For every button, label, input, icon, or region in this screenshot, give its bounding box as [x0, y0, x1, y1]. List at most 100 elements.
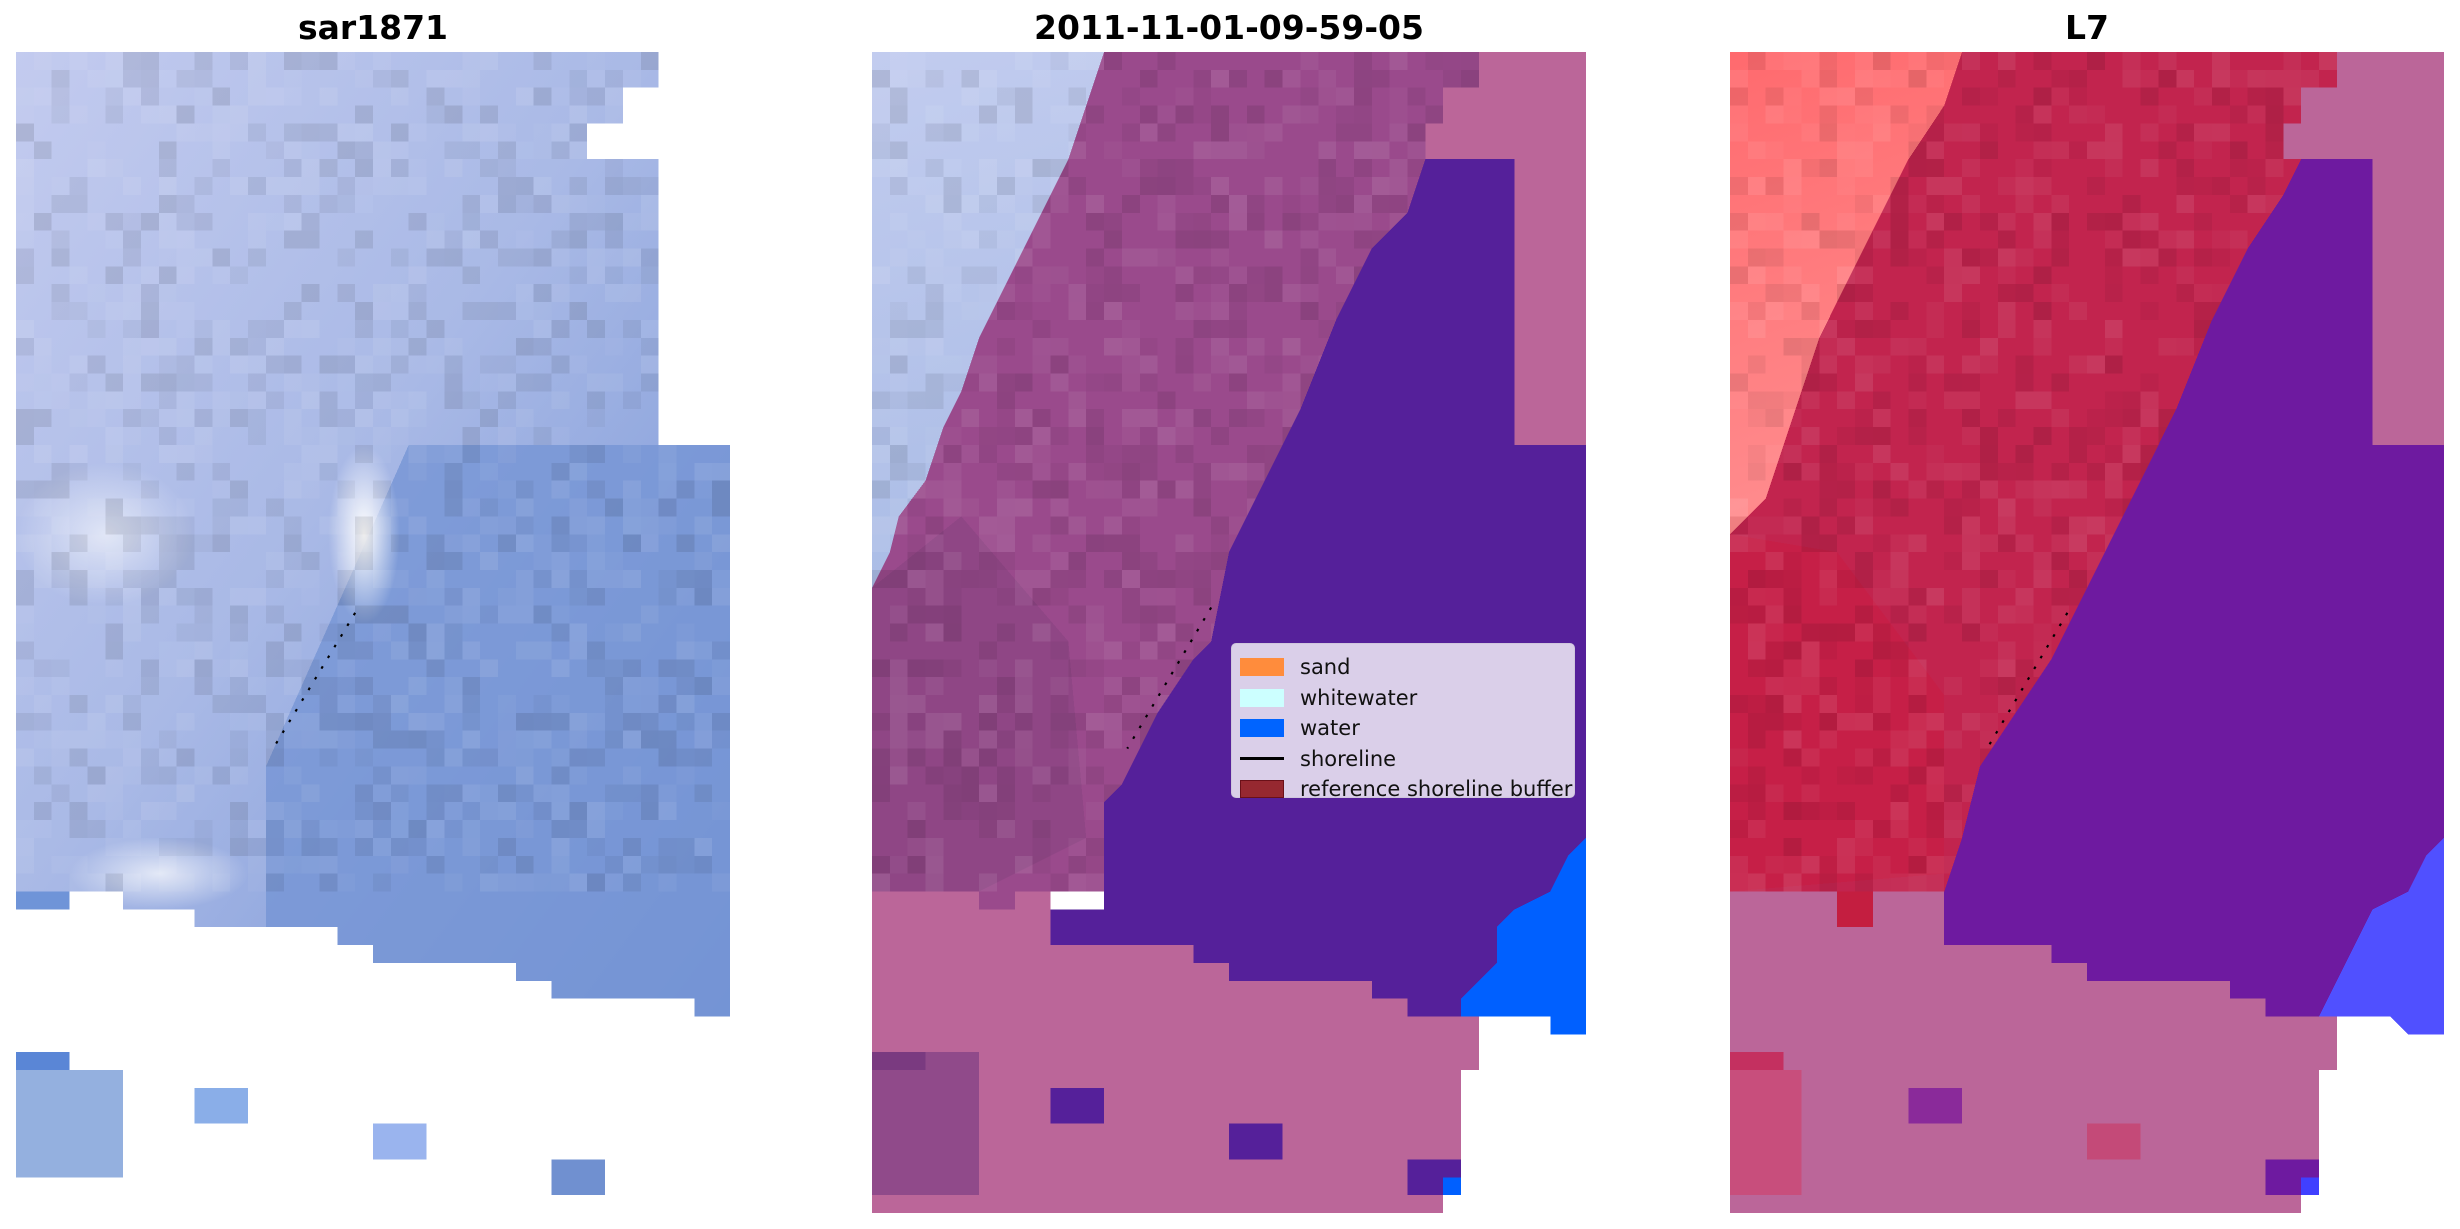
pixel [2033, 52, 2052, 70]
pixel [265, 802, 284, 821]
pixel [1944, 373, 1963, 392]
pixel [640, 194, 659, 213]
pixel [2140, 266, 2159, 285]
pixel [1086, 856, 1104, 874]
pixel [33, 52, 52, 70]
pixel [1121, 498, 1140, 517]
pixel [1890, 212, 1909, 231]
pixel [2104, 284, 2123, 303]
pixel [1908, 534, 1927, 553]
pixel [426, 748, 445, 767]
pixel [16, 712, 34, 731]
pixel [462, 820, 481, 838]
pixel [301, 855, 320, 874]
pixel [907, 319, 926, 338]
pixel [605, 695, 623, 713]
pixel [301, 319, 320, 338]
pixel [1086, 248, 1105, 267]
pixel [1246, 194, 1265, 213]
pixel [1819, 623, 1838, 642]
pixel [248, 677, 266, 696]
pixel [889, 373, 908, 392]
pixel [996, 480, 1015, 499]
pixel [605, 659, 623, 678]
pixel [16, 231, 34, 249]
pixel [176, 373, 195, 392]
pixel [872, 141, 890, 160]
pixel [16, 677, 34, 696]
pixel [248, 837, 266, 856]
pixel [123, 302, 141, 320]
pixel [1014, 212, 1033, 231]
pixel [1014, 677, 1033, 696]
pixel [319, 444, 338, 463]
pixel [551, 802, 570, 821]
pixel [87, 820, 106, 838]
pixel [51, 284, 70, 303]
pixel [1068, 52, 1087, 70]
pixel [33, 141, 52, 160]
pixel [373, 373, 391, 392]
pixel [676, 677, 695, 696]
pixel [2051, 212, 2070, 231]
pixel [337, 587, 356, 606]
pixel [1837, 837, 1855, 856]
pixel [979, 195, 997, 213]
pixel [2015, 587, 2034, 606]
pixel [444, 873, 463, 892]
pixel [1783, 605, 1802, 624]
pixel [212, 266, 231, 285]
pixel [1068, 712, 1087, 731]
pixel [462, 266, 481, 285]
pixel [373, 337, 391, 356]
pixel [605, 730, 623, 749]
pixel [373, 873, 391, 892]
legend-item-water: water [1240, 713, 1574, 744]
pixel [1854, 516, 1873, 535]
pixel [996, 802, 1015, 821]
pixel [355, 177, 373, 195]
pixel [907, 802, 926, 821]
pixel [1139, 641, 1158, 660]
pixel [943, 766, 962, 785]
pixel [1908, 677, 1927, 696]
pixel [1908, 69, 1927, 88]
pixel [355, 605, 373, 624]
pixel [1336, 266, 1354, 285]
pixel [1854, 266, 1873, 285]
pixel [1872, 677, 1891, 696]
pixel [2140, 409, 2159, 428]
pixel [105, 659, 124, 678]
pixel [622, 319, 641, 338]
pixel [1872, 105, 1891, 124]
pixel [2230, 70, 2248, 88]
pixel [158, 177, 177, 195]
pixel [265, 177, 284, 195]
pixel [1283, 195, 1301, 213]
pixel [1068, 855, 1087, 874]
pixel [1336, 123, 1354, 142]
pixel [622, 873, 641, 892]
pixel [408, 587, 427, 606]
pixel [2122, 52, 2141, 70]
pixel [1050, 337, 1069, 356]
pixel [1872, 123, 1891, 142]
pixel [159, 838, 177, 856]
pixel [1801, 355, 1820, 374]
pixel [1908, 659, 1927, 678]
pixel [1747, 695, 1766, 713]
pixel [1282, 105, 1301, 124]
pixel [140, 87, 159, 106]
pixel [283, 623, 302, 642]
pixel [1997, 462, 2016, 481]
pixel [444, 748, 463, 767]
pixel [1765, 248, 1784, 267]
pixel [925, 534, 944, 553]
pixel [551, 623, 570, 642]
pixel [1211, 337, 1229, 356]
pixel [1854, 141, 1873, 160]
pixel [569, 212, 588, 231]
pixel [1443, 69, 1462, 88]
pixel [1461, 69, 1479, 88]
pixel [283, 212, 302, 231]
